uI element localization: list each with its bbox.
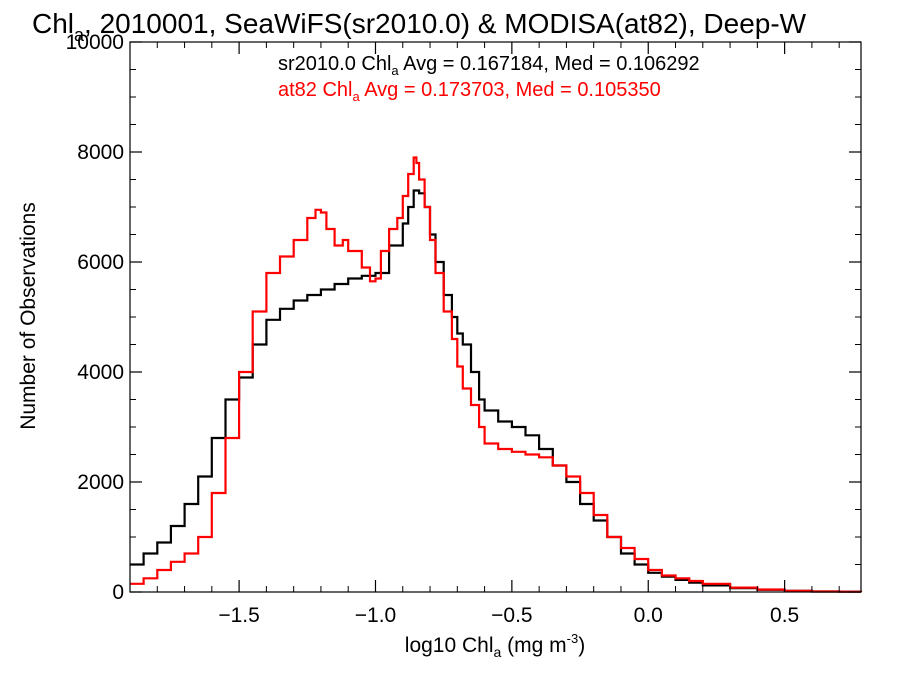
annotation-sr2010: sr2010.0 Chla Avg = 0.167184, Med = 0.10… — [278, 53, 700, 78]
y-tick-label: 2000 — [77, 471, 124, 494]
series-line-1 — [130, 156, 863, 593]
annotation-at82: at82 Chla Avg = 0.173703, Med = 0.105350 — [278, 79, 661, 104]
y-axis-label: Number of Observations — [17, 202, 40, 430]
plot-frame — [129, 41, 862, 593]
x-tick-label: −1.0 — [355, 604, 396, 627]
x-axis-label: log10 Chla (mg m-3) — [405, 631, 585, 660]
y-tick-label: 6000 — [77, 251, 124, 274]
y-tick-label: 10000 — [66, 31, 124, 54]
y-tick-label: 4000 — [77, 361, 124, 384]
x-tick-label: −1.5 — [218, 604, 259, 627]
y-tick-label: 0 — [112, 581, 124, 604]
y-tick-label: 8000 — [77, 141, 124, 164]
chart-title: Chla, 2010001, SeaWiFS(sr2010.0) & MODIS… — [32, 8, 807, 45]
x-tick-label: −0.5 — [491, 604, 532, 627]
x-tick-label: 0.0 — [634, 604, 663, 627]
x-tick-label: 0.5 — [770, 604, 799, 627]
